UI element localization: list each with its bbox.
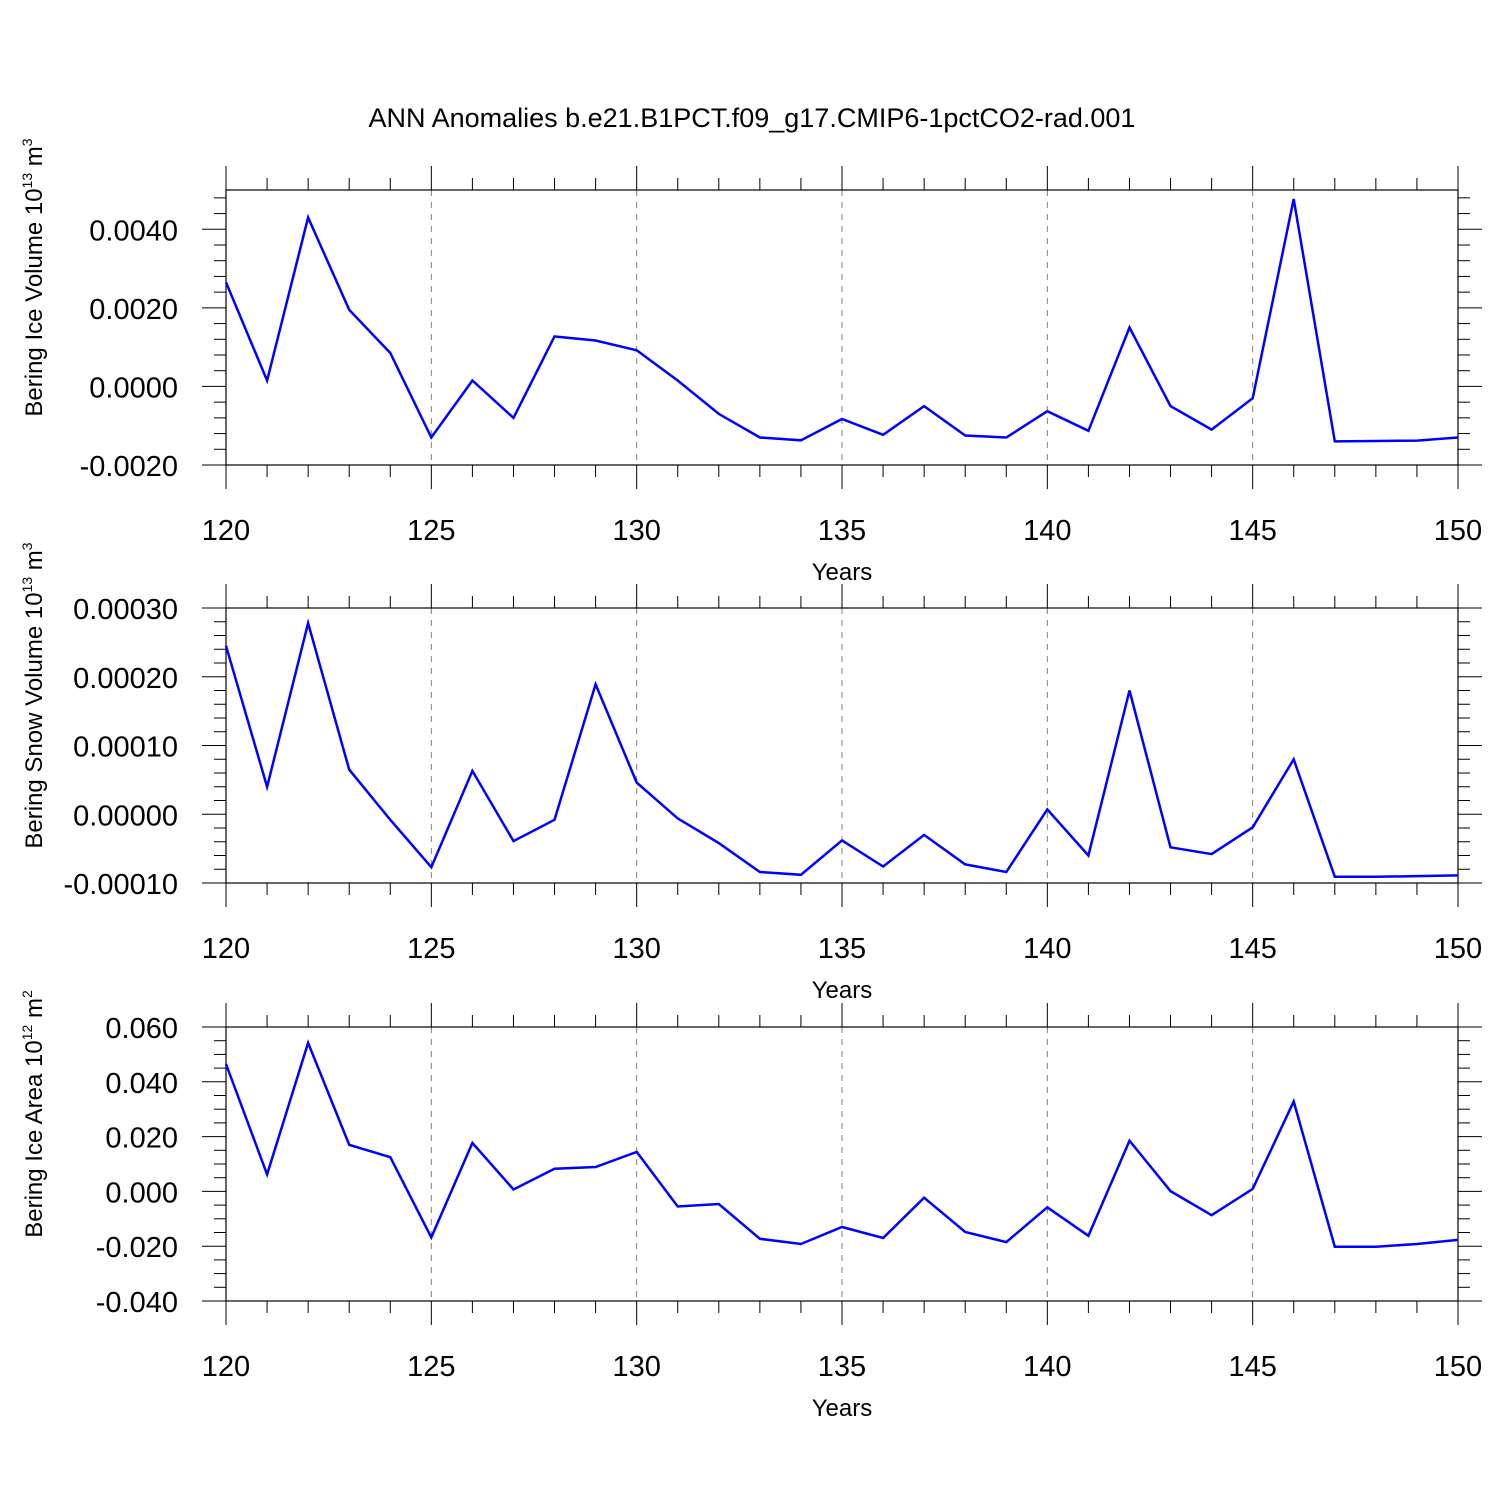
x-tick-label: 140	[1023, 933, 1071, 965]
series-line-1	[224, 1039, 1459, 1248]
series-line-1	[224, 618, 1459, 879]
x-tick-label: 120	[202, 933, 250, 965]
y-tick-label: 0.0020	[89, 294, 178, 326]
x-tick-label: 135	[818, 933, 866, 965]
x-tick-label: 130	[612, 515, 660, 547]
figure-title: ANN Anomalies b.e21.B1PCT.f09_g17.CMIP6-…	[369, 103, 1136, 133]
y-tick-label: -0.0020	[80, 451, 178, 483]
chart-panel-1: 120 125 130 135 140 145 150 -0.0020 0.0000 0.0020…	[19, 138, 1482, 586]
chart-panels: 120 125 130 135 140 145 150 -0.0020 0.0000 0.0020…	[19, 138, 1482, 1422]
x-tick-label: 135	[818, 515, 866, 547]
y-axis-label: Bering Ice Area 1012 m2	[19, 990, 48, 1238]
y-tick-label: 0.040	[105, 1068, 178, 1100]
x-tick-label: 130	[612, 933, 660, 965]
y-axis-label: Bering Snow Volume 1013 m3	[19, 542, 48, 848]
y-tick-label: 0.000	[105, 1177, 178, 1209]
x-tick-label: 145	[1228, 1351, 1276, 1383]
y-tick-label: 0.00000	[73, 800, 178, 832]
chart-panel-3: 120 125 130 135 140 145 150 -0.040 -0.020 0.000 0.…	[19, 990, 1482, 1422]
x-tick-label: 145	[1228, 933, 1276, 965]
x-axis-label: Years	[812, 1395, 873, 1422]
x-tick-label: 130	[612, 1351, 660, 1383]
y-axis-label: Bering Ice Volume 1013 m3	[19, 138, 48, 416]
y-tick-label: -0.040	[96, 1287, 178, 1319]
x-tick-label: 120	[202, 1351, 250, 1383]
x-tick-label: 140	[1023, 515, 1071, 547]
x-tick-label: 145	[1228, 515, 1276, 547]
y-tick-label: 0.0000	[89, 372, 178, 404]
y-tick-label: 0.020	[105, 1123, 178, 1155]
y-tick-label: 0.00030	[73, 594, 178, 626]
y-tick-label: 0.00020	[73, 663, 178, 695]
x-tick-label: 150	[1434, 515, 1482, 547]
x-tick-label: 150	[1434, 1351, 1482, 1383]
series-line-1	[224, 198, 1459, 443]
y-tick-label: 0.060	[105, 1013, 178, 1045]
x-tick-label: 120	[202, 515, 250, 547]
x-axis-label: Years	[812, 977, 873, 1004]
y-tick-label: -0.020	[96, 1232, 178, 1264]
x-tick-label: 125	[407, 515, 455, 547]
x-tick-label: 135	[818, 1351, 866, 1383]
y-tick-label: 0.0040	[89, 215, 178, 247]
x-tick-label: 125	[407, 933, 455, 965]
chart-panel-2: 120 125 130 135 140 145 150 -0.00010 0.00000 0.00…	[19, 542, 1482, 1004]
x-tick-label: 140	[1023, 1351, 1071, 1383]
x-tick-label: 150	[1434, 933, 1482, 965]
x-tick-label: 125	[407, 1351, 455, 1383]
y-tick-label: 0.00010	[73, 732, 178, 764]
y-tick-label: -0.00010	[64, 869, 179, 901]
x-axis-label: Years	[812, 559, 873, 586]
